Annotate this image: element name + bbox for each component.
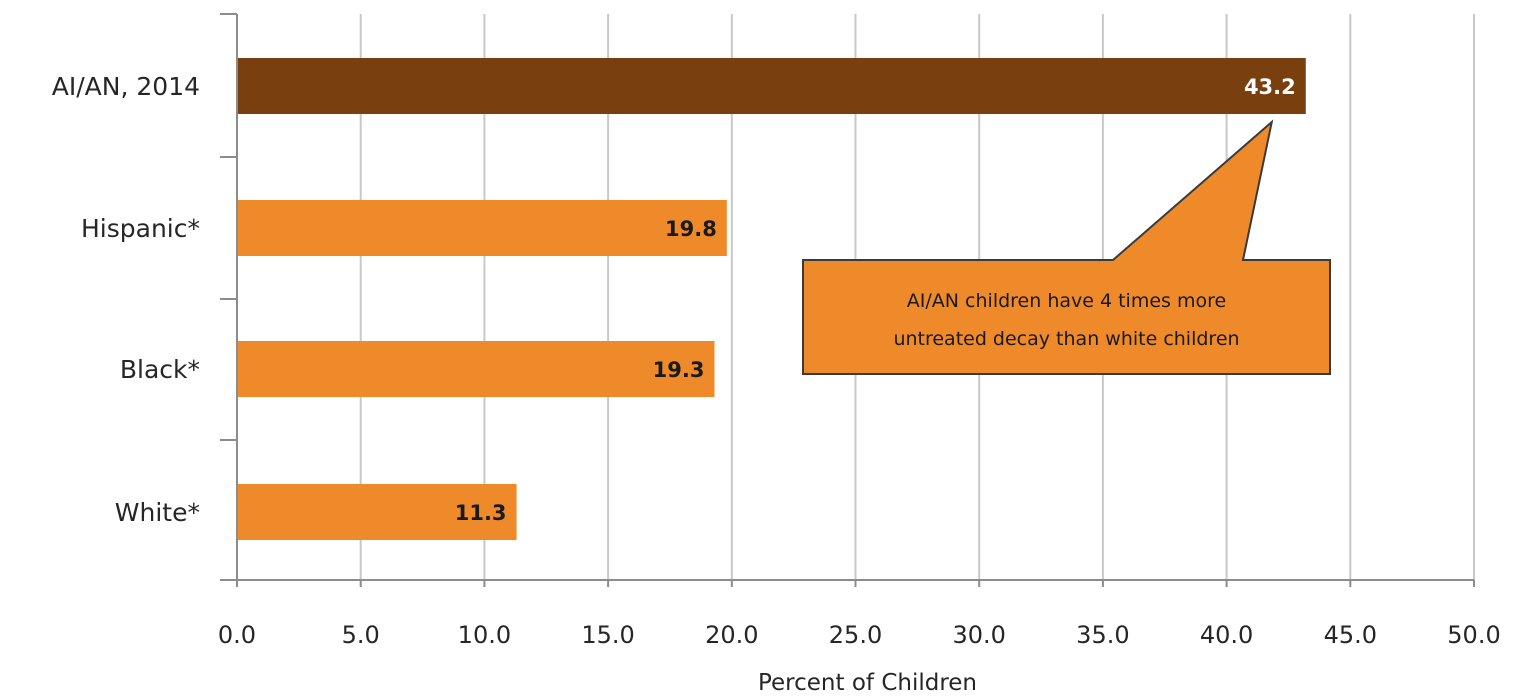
callout-shape	[802, 119, 1331, 375]
x-axis-title: Percent of Children	[758, 670, 977, 696]
callout-text-line: AI/AN children have 4 times more	[907, 290, 1226, 312]
category-label: Black*	[120, 355, 200, 384]
bar	[237, 341, 715, 397]
x-tick-labels: 0.0 5.0 10.0 15.0 20.0 25.0 30.0 35.0 40.0 45.0 50…	[218, 621, 1501, 649]
data-label: 43.2	[1244, 75, 1296, 99]
annotation-callout: AI/AN children have 4 times more untreate…	[802, 119, 1331, 375]
bar	[237, 200, 727, 256]
category-label: AI/AN, 2014	[52, 72, 200, 101]
bars: 43.2 19.8 19.3 11.3	[237, 58, 1306, 540]
bar	[237, 484, 517, 540]
x-tick-label: 0.0	[218, 621, 256, 649]
axes	[220, 13, 1475, 587]
category-labels: AI/AN, 2014 Hispanic* Black* White*	[52, 72, 200, 527]
x-tick-label: 15.0	[581, 621, 634, 649]
x-tick-label: 20.0	[705, 621, 758, 649]
data-label: 11.3	[455, 501, 507, 525]
x-tick-label: 5.0	[342, 621, 380, 649]
data-label: 19.3	[653, 358, 705, 382]
x-tick-label: 50.0	[1447, 621, 1500, 649]
callout-text-line: untreated decay than white children	[893, 328, 1239, 350]
category-label: Hispanic*	[81, 214, 200, 243]
bar	[237, 58, 1306, 114]
x-tick-label: 35.0	[1076, 621, 1129, 649]
category-label: White*	[115, 498, 200, 527]
x-tick-label: 25.0	[829, 621, 882, 649]
x-tick-label: 30.0	[952, 621, 1005, 649]
x-tick-label: 45.0	[1324, 621, 1377, 649]
data-label: 19.8	[665, 217, 717, 241]
x-tick-label: 40.0	[1200, 621, 1253, 649]
x-tick-label: 10.0	[458, 621, 511, 649]
